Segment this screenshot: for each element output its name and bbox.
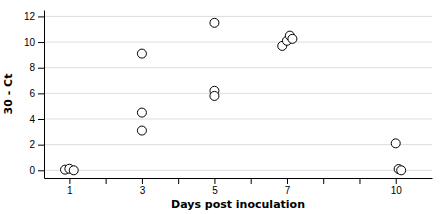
- tick: 3: [140, 178, 146, 196]
- chart: 1 3 5 7 10 0 2 4 6 8 10 12 Days post inoculation 30 -…: [0, 0, 444, 214]
- tick-label: 6: [29, 88, 35, 99]
- grid-line: [44, 93, 432, 94]
- tick: 12: [24, 11, 44, 22]
- grid-line: [44, 119, 432, 120]
- point: [137, 49, 146, 58]
- tick-mark: [251, 178, 252, 184]
- tick-label: 5: [212, 185, 218, 196]
- tick-mark: [38, 93, 44, 94]
- tick: [178, 178, 179, 184]
- tick: 4: [29, 114, 44, 125]
- tick: 10: [391, 178, 403, 196]
- tick-mark: [287, 178, 288, 184]
- point: [288, 34, 297, 43]
- point: [397, 166, 406, 175]
- plot: 1 3 5 7 10 0 2 4 6 8 10 12: [24, 11, 433, 197]
- tick-label: 0: [29, 165, 35, 176]
- tick-label: 10: [391, 185, 403, 196]
- tick-label: 4: [29, 114, 35, 125]
- y-grid: [44, 16, 432, 170]
- tick: [323, 178, 324, 184]
- grid-line: [44, 67, 432, 68]
- tick-label: 8: [29, 62, 35, 73]
- tick-label: 10: [24, 37, 36, 48]
- tick: 5: [212, 178, 218, 196]
- axis-line: [45, 178, 433, 179]
- tick: 7: [285, 178, 291, 196]
- tick-mark: [142, 178, 143, 184]
- tick-mark: [38, 145, 44, 146]
- tick: [359, 178, 360, 184]
- tick: 2: [29, 139, 44, 150]
- point: [69, 166, 78, 175]
- y-axis-title: 30 - Ct: [2, 74, 15, 115]
- tick-mark: [69, 178, 70, 184]
- tick-mark: [38, 42, 44, 43]
- tick-mark: [38, 68, 44, 69]
- point: [391, 139, 400, 148]
- axis-line: [44, 11, 45, 179]
- tick: [251, 178, 252, 184]
- tick-mark: [214, 178, 215, 184]
- tick-label: 1: [67, 185, 73, 196]
- point: [210, 91, 219, 100]
- tick-mark: [178, 178, 179, 184]
- tick-mark: [359, 178, 360, 184]
- tick-mark: [106, 178, 107, 184]
- tick-label: 3: [140, 185, 146, 196]
- tick-label: 2: [29, 139, 35, 150]
- grid-line: [44, 42, 432, 43]
- tick: 8: [29, 62, 44, 73]
- tick: [106, 178, 107, 184]
- tick: 10: [24, 37, 44, 48]
- tick-label: 12: [24, 11, 36, 22]
- point: [137, 108, 146, 117]
- grid-line: [44, 170, 432, 171]
- point: [210, 18, 219, 27]
- tick: 1: [67, 178, 73, 196]
- grid-line: [44, 16, 432, 17]
- tick-mark: [38, 170, 44, 171]
- points: [61, 18, 406, 174]
- tick: 0: [29, 165, 44, 176]
- tick: 6: [29, 88, 44, 99]
- x-axis: 1 3 5 7 10: [45, 178, 433, 196]
- tick-label: 7: [285, 185, 291, 196]
- tick-mark: [396, 178, 397, 184]
- tick-mark: [323, 178, 324, 184]
- tick-mark: [38, 119, 44, 120]
- grid-line: [44, 144, 432, 145]
- point: [137, 126, 146, 135]
- y-axis: 0 2 4 6 8 10 12: [24, 11, 45, 179]
- tick-mark: [38, 16, 44, 17]
- x-axis-title: Days post inoculation: [171, 198, 305, 211]
